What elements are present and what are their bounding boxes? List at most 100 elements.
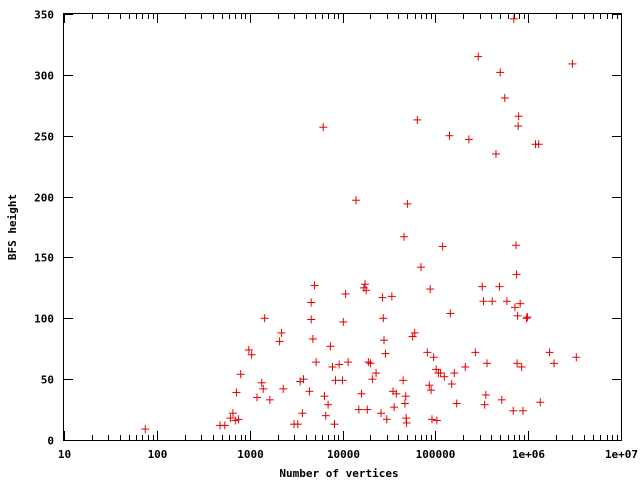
y-tick-label: 350 bbox=[34, 9, 54, 22]
data-point bbox=[447, 380, 456, 389]
data-point bbox=[425, 381, 434, 390]
data-point bbox=[429, 353, 438, 362]
data-point bbox=[500, 93, 509, 102]
data-point bbox=[390, 403, 399, 412]
x-axis-label: Number of vertices bbox=[279, 467, 398, 480]
data-point bbox=[413, 115, 422, 124]
plot-frame bbox=[63, 13, 622, 441]
data-point bbox=[361, 280, 370, 289]
data-point bbox=[331, 376, 340, 385]
data-point bbox=[400, 399, 409, 408]
data-point bbox=[403, 199, 412, 208]
data-point bbox=[399, 376, 408, 385]
data-point bbox=[366, 359, 375, 368]
data-point bbox=[497, 395, 506, 404]
data-point bbox=[380, 336, 389, 345]
data-point bbox=[491, 149, 500, 158]
data-point bbox=[368, 375, 377, 384]
data-point bbox=[427, 415, 436, 424]
x-tick-label: 1e+07 bbox=[605, 448, 638, 461]
y-tick-label: 0 bbox=[47, 435, 54, 448]
data-point bbox=[534, 140, 543, 149]
y-tick-label: 100 bbox=[34, 313, 54, 326]
data-point bbox=[330, 420, 339, 429]
y-axis: 0 50 100 150 200 250 300 350 bbox=[34, 9, 621, 448]
data-point bbox=[319, 123, 328, 132]
data-point bbox=[516, 299, 525, 308]
data-point bbox=[482, 359, 491, 368]
data-point bbox=[352, 196, 361, 205]
data-point bbox=[275, 337, 284, 346]
data-point bbox=[514, 112, 523, 121]
data-point bbox=[512, 241, 521, 250]
data-point bbox=[522, 314, 531, 323]
data-point bbox=[379, 314, 388, 323]
data-point bbox=[328, 362, 337, 371]
data-point bbox=[363, 405, 372, 414]
data-point bbox=[234, 415, 243, 424]
data-point bbox=[495, 282, 504, 291]
data-point bbox=[141, 425, 150, 434]
data-point bbox=[488, 297, 497, 306]
data-point bbox=[357, 389, 366, 398]
data-point bbox=[452, 399, 461, 408]
data-point bbox=[236, 370, 245, 379]
data-point bbox=[220, 421, 229, 430]
data-point bbox=[450, 369, 459, 378]
data-point bbox=[324, 400, 333, 409]
y-axis-label: BFS height bbox=[6, 194, 19, 260]
data-point bbox=[362, 286, 371, 295]
data-point bbox=[247, 350, 256, 359]
data-point bbox=[293, 420, 302, 429]
data-point bbox=[572, 353, 581, 362]
data-point bbox=[440, 372, 449, 381]
data-point bbox=[228, 409, 237, 418]
data-point bbox=[377, 409, 386, 418]
data-point bbox=[244, 345, 253, 354]
x-tick-label: 100 bbox=[148, 448, 168, 461]
data-point bbox=[277, 328, 286, 337]
data-point bbox=[381, 349, 390, 358]
data-point bbox=[464, 135, 473, 144]
data-point bbox=[401, 392, 410, 401]
data-point bbox=[382, 415, 391, 424]
data-point bbox=[514, 121, 523, 130]
data-point bbox=[432, 416, 441, 425]
data-point bbox=[512, 270, 521, 279]
data-point bbox=[517, 362, 526, 371]
data-point bbox=[400, 232, 409, 241]
data-point bbox=[364, 358, 373, 367]
data-point bbox=[305, 387, 314, 396]
data-point bbox=[279, 384, 288, 393]
data-point bbox=[416, 263, 425, 272]
data-point bbox=[446, 309, 455, 318]
data-point bbox=[509, 406, 518, 415]
data-point bbox=[232, 388, 241, 397]
data-point bbox=[392, 389, 401, 398]
data-point bbox=[426, 285, 435, 294]
x-tick-label: 1e+06 bbox=[512, 448, 545, 461]
data-point bbox=[523, 313, 532, 322]
x-axis: 10 100 1000 10000 100000 1e+06 1e+07 bbox=[58, 14, 638, 461]
x-tick-label: 100000 bbox=[416, 448, 456, 461]
data-point bbox=[550, 359, 559, 368]
data-point bbox=[427, 386, 436, 395]
data-point bbox=[502, 297, 511, 306]
data-point bbox=[445, 131, 454, 140]
data-point bbox=[378, 293, 387, 302]
data-point bbox=[321, 411, 330, 420]
data-point bbox=[298, 409, 307, 418]
data-point bbox=[257, 378, 266, 387]
data-point bbox=[513, 359, 522, 368]
data-point bbox=[423, 348, 432, 357]
data-point bbox=[308, 334, 317, 343]
data-point bbox=[260, 314, 269, 323]
data-point bbox=[509, 14, 518, 23]
data-point bbox=[310, 281, 319, 290]
data-point bbox=[354, 405, 363, 414]
data-point bbox=[408, 332, 417, 341]
data-point bbox=[479, 297, 488, 306]
data-point bbox=[461, 362, 470, 371]
x-tick-label: 1000 bbox=[237, 448, 264, 461]
